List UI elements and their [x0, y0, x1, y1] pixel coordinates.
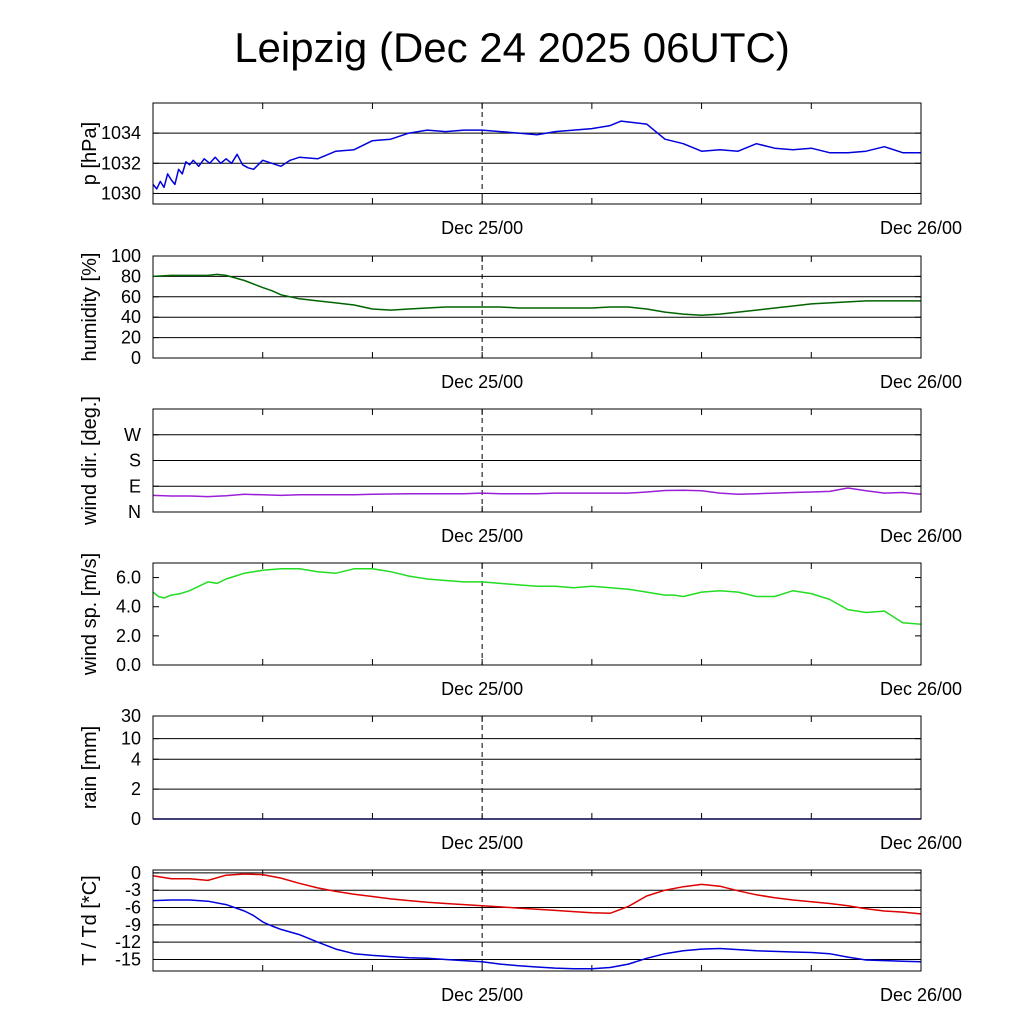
plot-frame	[152, 408, 922, 513]
plot-frame	[152, 255, 922, 359]
y-tick-label: 1030	[101, 183, 141, 203]
series-line-pressure-0	[152, 120, 921, 190]
y-tick-label: 30	[121, 706, 141, 726]
y-axis-label: T / Td [*C]	[79, 875, 101, 965]
panel-wind-speed: 0.0 2.0 4.0 6.0 Dec 25/00 Dec 26/00 wind sp. […	[79, 553, 962, 699]
y-tick-label: -6	[125, 898, 141, 918]
x-tick-label: Dec 26/00	[880, 526, 962, 546]
y-tick-label: -9	[125, 915, 141, 935]
y-tick-label: -15	[115, 949, 141, 969]
y-axis-label: p [hPa]	[79, 122, 101, 185]
y-axis-label: humidity [%]	[79, 253, 101, 362]
x-tick-label: Dec 26/00	[880, 833, 962, 853]
y-tick-label: 100	[111, 246, 141, 266]
y-tick-label: 2	[131, 779, 141, 799]
x-tick-label: Dec 25/00	[441, 985, 523, 1005]
y-tick-label: 80	[121, 266, 141, 286]
x-tick-label: Dec 25/00	[441, 679, 523, 699]
x-tick-label: Dec 26/00	[880, 679, 962, 699]
y-tick-label: -3	[125, 880, 141, 900]
y-tick-label: 0	[131, 348, 141, 368]
panel-pressure: 1030 1032 1034 Dec 25/00 Dec 26/00 p [hPa]	[79, 102, 962, 238]
y-tick-label: 6.0	[116, 568, 141, 588]
y-tick-label: 0	[131, 863, 141, 883]
series-line-temperature-1	[152, 899, 922, 970]
x-tick-label: Dec 26/00	[880, 985, 962, 1005]
chart-title: Leipzig (Dec 24 2025 06UTC)	[234, 24, 790, 71]
series-line-wind-direction-0	[152, 487, 922, 498]
y-tick-label: 4.0	[116, 597, 141, 617]
y-tick-label: 0.0	[116, 655, 141, 675]
plot-frame	[152, 562, 922, 666]
y-tick-label: S	[129, 451, 141, 471]
panel-rain: 0 2 410 30 Dec 25/00 Dec 26/00 rain [mm]	[79, 706, 962, 853]
plot-frame	[152, 102, 922, 205]
y-tick-label: E	[129, 476, 141, 496]
x-tick-label: Dec 26/00	[880, 218, 962, 238]
y-tick-label: N	[128, 502, 141, 522]
y-tick-label: 40	[121, 307, 141, 327]
plot-frame	[152, 715, 922, 820]
y-tick-label: 10	[121, 729, 141, 749]
y-tick-label: 1034	[101, 123, 141, 143]
y-tick-label: 60	[121, 287, 141, 307]
y-tick-label: W	[124, 425, 141, 445]
panel-temperature: 0-3-6-9-12-15 Dec 25/00 Dec 26/00 T / Td [*…	[79, 863, 962, 1005]
y-tick-label: 0	[131, 809, 141, 829]
y-tick-label: 2.0	[116, 626, 141, 646]
series-line-temperature-0	[152, 873, 922, 915]
plot-frame	[152, 869, 922, 972]
y-axis-label: wind dir. [deg.]	[79, 396, 101, 526]
x-tick-label: Dec 25/00	[441, 218, 523, 238]
y-tick-label: -12	[115, 932, 141, 952]
series-line-wind-speed-0	[152, 568, 922, 625]
y-tick-label: 1032	[101, 153, 141, 173]
y-tick-label: 20	[121, 328, 141, 348]
x-tick-label: Dec 25/00	[441, 372, 523, 392]
x-tick-label: Dec 26/00	[880, 372, 962, 392]
y-axis-label: rain [mm]	[79, 726, 101, 809]
series-line-humidity-0	[152, 273, 921, 316]
x-tick-label: Dec 25/00	[441, 526, 523, 546]
y-tick-label: 4	[131, 749, 141, 769]
x-tick-label: Dec 25/00	[441, 833, 523, 853]
y-axis-label: wind sp. [m/s]	[79, 553, 101, 676]
